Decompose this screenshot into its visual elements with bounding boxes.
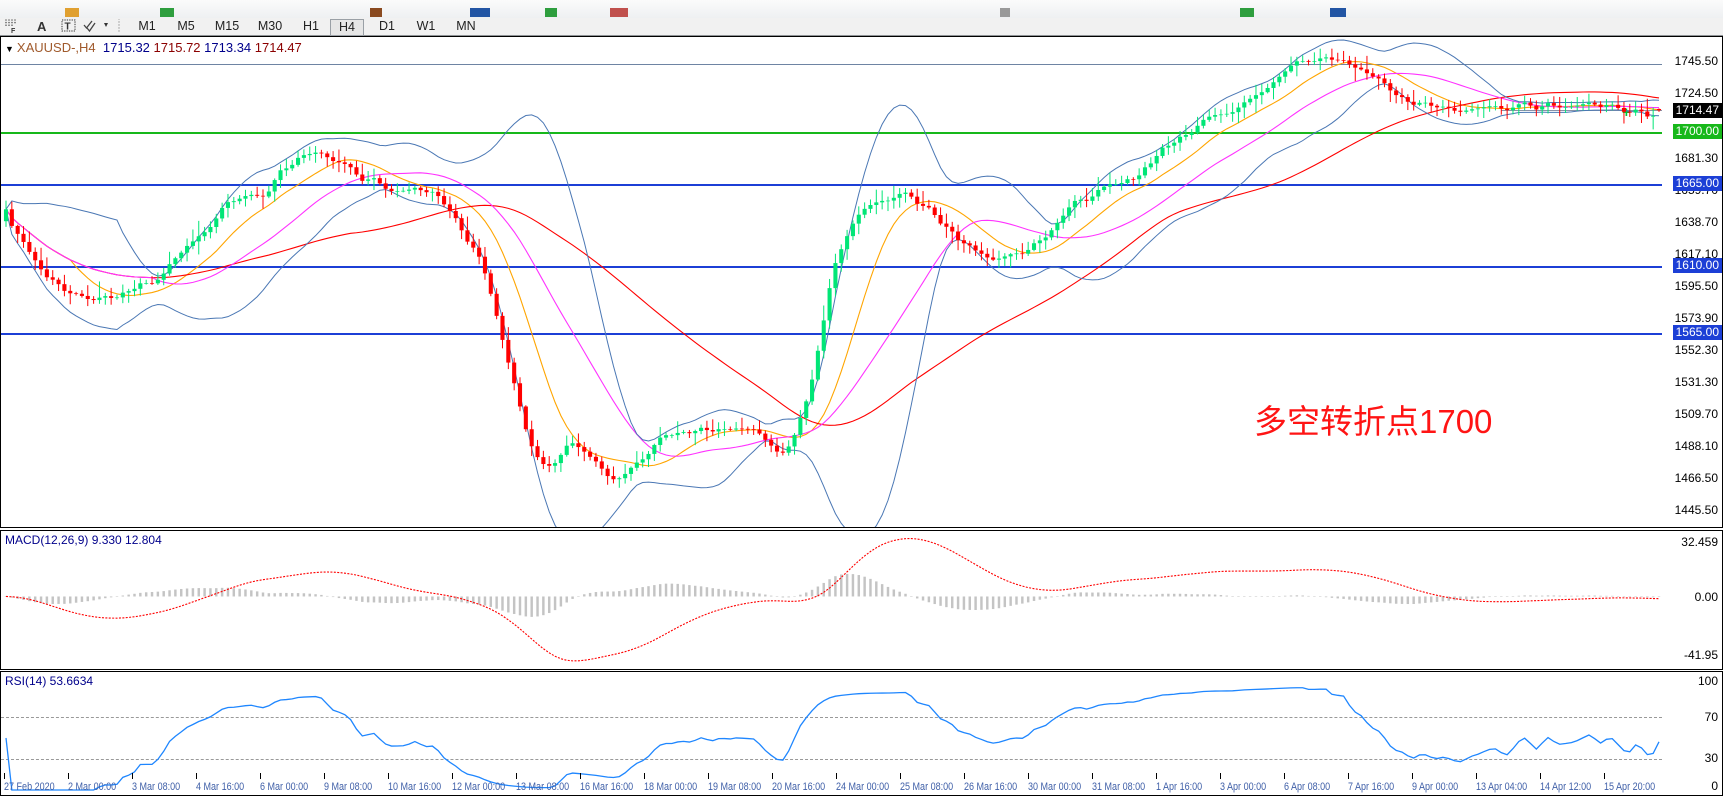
svg-text:F: F <box>11 28 16 34</box>
svg-text:T: T <box>65 22 71 33</box>
svg-text:A: A <box>37 19 47 34</box>
